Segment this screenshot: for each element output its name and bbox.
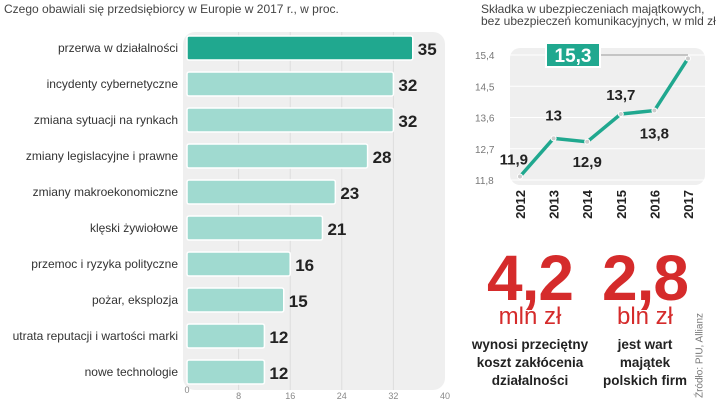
bar-category-label: przerwa w działalności [58,41,178,55]
x-tick-label: 0 [184,385,189,395]
desc-line: majątek [619,355,671,370]
stat-cost-desc: wynosi przeciętny koszt zakłócenia dział… [465,336,595,390]
bar-value-label: 35 [418,40,437,59]
y-tick-label: 13,6 [475,114,495,125]
data-label: 13,8 [640,126,669,143]
bar-category-label: zmiana sytuacji na rynkach [34,113,178,127]
bar [186,215,324,241]
bar-value-label: 23 [340,184,359,203]
bar-chart-title: Czego obawiali się przedsiębiorcy w Euro… [4,2,339,16]
bar [186,143,369,169]
data-point [517,173,523,180]
x-tick-label: 16 [285,391,295,401]
y-tick-label: 15,4 [475,51,495,62]
x-tick-label: 2012 [513,190,528,219]
data-label: 13,7 [606,87,635,104]
data-point [617,111,624,118]
bar [186,287,285,313]
x-tick-label: 2017 [681,190,696,219]
line-chart-title: Składka w ubezpieczeniach majątkowych, b… [481,2,716,28]
stat-cost-unit: mln zł [498,303,562,330]
data-label: 13 [545,107,562,124]
bar-value-label: 15 [289,292,308,311]
series-line [518,57,690,178]
bar-category-label: incydenty cybernetyczne [47,77,179,91]
bar-value-label: 32 [398,76,417,95]
data-label: 12,9 [573,154,602,171]
desc-line: działalności [491,373,569,388]
bar [186,179,337,205]
bar-category-label: nowe technologie [85,365,179,379]
source-note: Źródło: PIU, Allianz [694,312,706,399]
bar-value-label: 12 [269,328,288,347]
plot-background [510,48,705,185]
y-tick-label: 14,5 [475,82,495,93]
x-tick-label: 8 [236,391,241,401]
callout-box [545,42,601,68]
y-tick-label: 11,8 [475,176,494,187]
desc-line: wynosi przeciętny [471,337,589,352]
x-tick-label: 2014 [580,189,595,219]
desc-line: polskich firm [602,373,688,388]
bar-value-label: 12 [269,364,288,383]
bar [186,251,291,277]
bar-chart: 0 8 16 24 32 40 przerwa w działalności 35 incyde… [13,32,450,401]
x-tick-label: 32 [388,391,398,401]
data-point [550,135,557,142]
data-point [584,138,591,145]
bar-value-label: 28 [373,148,392,167]
data-label-highlight: 15,3 [555,46,592,67]
bar [186,35,414,61]
data-point [685,55,691,62]
bar-category-label: pożar, eksplozja [92,293,178,307]
stat-cost-value: 4,2 [487,242,574,314]
stat-assets-value: 2,8 [602,242,689,314]
bar [186,359,266,385]
stat-assets-desc: jest wart majątek polskich firm [580,336,710,390]
x-tick-label: 2015 [614,190,629,219]
data-label: 11,9 [500,152,528,169]
x-tick-label: 2016 [647,190,662,219]
bar-category-label: utrata reputacji i wartości marki [13,329,178,343]
x-tick-label: 2013 [547,190,562,219]
line-chart: 11,8 12,7 13,6 14,5 15,4 2012 2013 2014 2015 2016… [475,42,705,219]
y-tick-label: 12,7 [475,145,495,156]
data-point [651,107,658,114]
bar [186,323,266,349]
bar-value-label: 21 [327,220,346,239]
bar-category-label: przemoc i ryzyka polityczne [31,257,178,271]
bar-value-label: 32 [398,112,417,131]
desc-line: koszt zakłócenia [476,355,584,370]
desc-line: jest wart [617,337,673,352]
bar [186,107,395,133]
stat-assets-unit: bln zł [616,303,674,330]
bar [186,71,395,97]
bar-value-label: 16 [295,256,314,275]
x-tick-label: 40 [440,391,450,401]
x-tick-label: 24 [337,391,347,401]
bar-category-label: klęski żywiołowe [90,221,178,235]
bar-category-label: zmiany makroekonomiczne [33,185,179,199]
bar-category-label: zmiany legislacyjne i prawne [26,149,178,163]
